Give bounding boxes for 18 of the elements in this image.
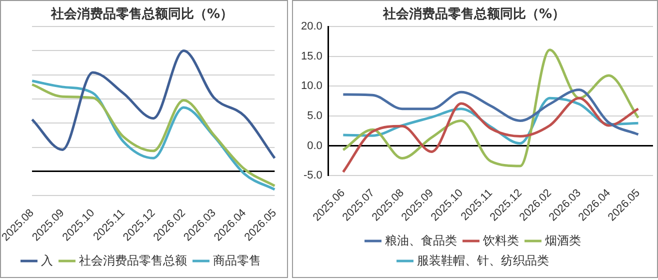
line-series: [342, 88, 640, 136]
line-series: [342, 96, 640, 174]
y-tick-label: 15.0: [300, 50, 322, 62]
legend-label: 粮油、食品类: [385, 233, 457, 248]
legend-label: 烟酒类: [545, 233, 581, 248]
legend-label: 社会消费品零售总额: [79, 253, 187, 268]
legend-label: 饮料类: [482, 233, 519, 248]
legend-label: 服装鞋帽、针、纺织品类: [417, 253, 549, 268]
y-tick-label: 5.0: [307, 110, 322, 122]
chart-title: 社会消费品零售总额同比（%）: [382, 6, 566, 22]
chart-title: 社会消费品零售总额同比（%）: [50, 6, 234, 22]
y-tick-label: -5.0: [303, 170, 322, 182]
y-tick-label: 0.0: [307, 140, 322, 152]
y-tick-label: 20.0: [300, 20, 322, 33]
y-tick-label: 10.0: [300, 80, 322, 92]
legend-label: 入: [41, 253, 53, 268]
legend-label: 商品零售: [213, 253, 261, 268]
line-series: [342, 48, 640, 168]
